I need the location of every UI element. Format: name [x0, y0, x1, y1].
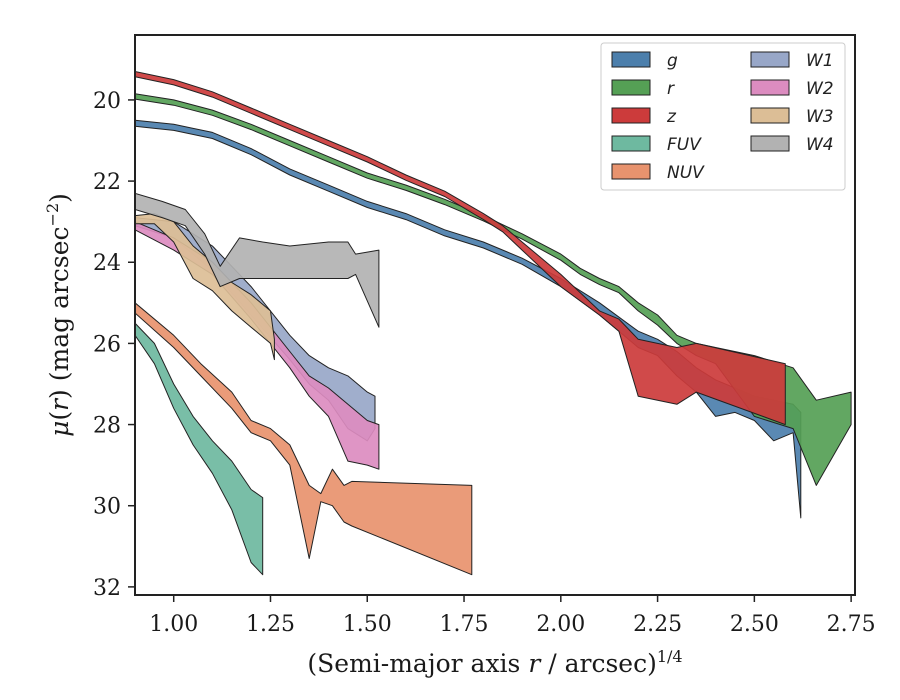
legend-label-nuv: NUV: [667, 163, 705, 183]
y-tick-label: 32: [93, 576, 121, 601]
x-axis-label: (Semi-major axis r / arcsec)1/4: [307, 647, 682, 678]
x-tick-label: 1.00: [149, 612, 198, 637]
band-z: [135, 71, 786, 426]
legend-swatch-w4: [750, 135, 790, 152]
x-tick-label: 2.50: [730, 612, 779, 637]
y-tick-label: 26: [93, 332, 121, 357]
y-axis-label: μ(r) (mag arcsec−2): [43, 193, 74, 437]
legend-label-fuv: FUV: [667, 135, 702, 155]
legend-swatch-z: [611, 107, 651, 124]
y-tick-label: 28: [93, 414, 121, 439]
y-tick-label: 20: [93, 89, 121, 114]
legend-label-w4: W4: [806, 135, 834, 155]
legend-label-r: r: [667, 79, 675, 99]
band-w3: [135, 213, 275, 361]
x-tick-label: 2.75: [827, 612, 876, 637]
x-tick-label: 2.00: [536, 612, 585, 637]
legend-swatch-fuv: [611, 135, 651, 152]
profile-bands: [135, 71, 852, 576]
legend-swatch-w2: [750, 79, 790, 96]
legend-swatch-g: [611, 51, 651, 68]
x-tick-label: 2.25: [633, 612, 682, 637]
band-nuv: [135, 302, 473, 576]
legend-label-w1: W1: [806, 51, 834, 71]
x-tick-label: 1.25: [246, 612, 295, 637]
band-w4: [135, 192, 380, 328]
legend-label-w3: W3: [806, 107, 834, 127]
legend-label-w2: W2: [806, 79, 834, 99]
y-tick-label: 30: [93, 495, 121, 520]
legend-swatch-w1: [750, 51, 790, 68]
plot-frame: [134, 34, 856, 596]
y-tick-label: 24: [93, 251, 121, 276]
x-axis-ticks: 1.00 1.25 1.50 1.75 2.00 2.25 2.50 2.75: [149, 595, 876, 637]
legend-swatch-w3: [750, 107, 790, 124]
legend-label-z: z: [666, 107, 677, 127]
legend-swatch-nuv: [611, 163, 651, 180]
legend: grz FUV NUV W1 W2 W3 W4: [600, 42, 846, 191]
x-tick-label: 1.50: [343, 612, 392, 637]
legend-label-g: g: [667, 51, 678, 71]
y-axis-ticks: 20 22 24 26 28 30 32: [93, 89, 135, 601]
legend-swatch-r: [611, 79, 651, 96]
band-fuv: [135, 322, 264, 576]
band-r: [135, 93, 852, 486]
x-tick-label: 1.75: [440, 612, 489, 637]
y-tick-label: 22: [93, 170, 121, 195]
band-g: [135, 119, 802, 519]
